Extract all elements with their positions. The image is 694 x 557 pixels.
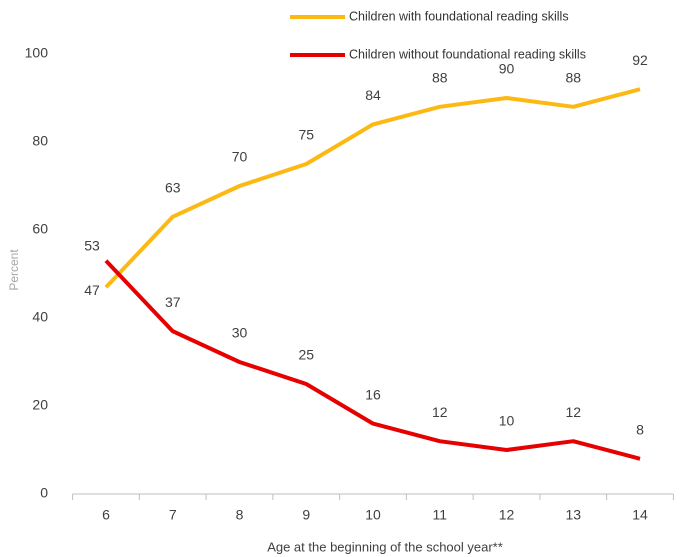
x-tick-label: 7 <box>169 507 177 523</box>
legend-label: Children with foundational reading skill… <box>349 9 569 23</box>
data-label: 37 <box>165 294 181 310</box>
data-label: 30 <box>232 325 248 341</box>
data-label: 88 <box>432 70 448 86</box>
y-tick-label: 60 <box>32 221 48 237</box>
x-tick-label: 11 <box>432 507 447 523</box>
y-axis-label: Percent <box>7 249 21 291</box>
x-tick-label: 8 <box>236 507 244 523</box>
x-tick-label: 12 <box>499 507 515 523</box>
data-label: 10 <box>499 413 515 429</box>
data-label: 88 <box>565 70 581 86</box>
data-label: 12 <box>565 404 581 420</box>
data-label: 53 <box>84 238 100 254</box>
data-label: 84 <box>365 87 381 103</box>
data-label: 25 <box>298 347 314 363</box>
data-label: 12 <box>432 404 448 420</box>
y-tick-label: 100 <box>25 45 49 61</box>
y-tick-label: 0 <box>40 485 48 501</box>
x-tick-label: 6 <box>102 507 110 523</box>
y-tick-label: 80 <box>32 133 48 149</box>
data-label: 92 <box>632 52 648 68</box>
data-label: 90 <box>499 61 515 77</box>
data-label: 63 <box>165 180 181 196</box>
data-label: 47 <box>84 282 100 298</box>
data-label: 75 <box>298 127 314 143</box>
data-label: 70 <box>232 149 248 165</box>
x-tick-label: 14 <box>632 507 648 523</box>
y-tick-label: 20 <box>32 397 48 413</box>
x-tick-label: 9 <box>302 507 310 523</box>
x-tick-label: 13 <box>565 507 581 523</box>
x-tick-label: 10 <box>365 507 381 523</box>
data-label: 8 <box>636 422 644 438</box>
series-line <box>104 87 641 289</box>
legend-label: Children without foundational reading sk… <box>349 47 586 61</box>
series-line <box>104 259 641 461</box>
y-tick-label: 40 <box>32 309 48 325</box>
x-axis-label: Age at the beginning of the school year*… <box>267 539 503 554</box>
data-label: 16 <box>365 386 381 402</box>
